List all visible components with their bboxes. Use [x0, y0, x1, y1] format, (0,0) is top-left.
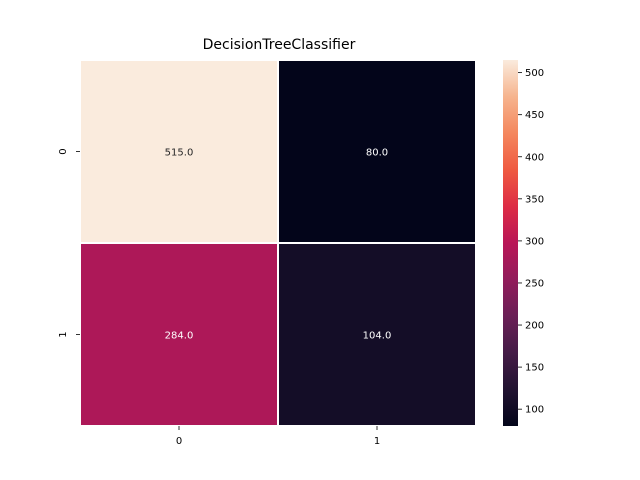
- colorbar: [503, 60, 518, 426]
- heatmap-cell-0-0: [79, 59, 279, 244]
- heatmap-cell-1-1: [277, 242, 477, 427]
- cell-value-label-1-0: 284.0: [165, 331, 194, 342]
- colorbar-tick-label-0: 100: [525, 405, 544, 416]
- y-tick-label-1: 1: [58, 331, 69, 337]
- cell-value-label-1-1: 104.0: [363, 331, 392, 342]
- colorbar-tick-label-1: 150: [525, 363, 544, 374]
- colorbar-tick-label-2: 200: [525, 321, 544, 332]
- heatmap-cell-1-0: [79, 242, 279, 427]
- x-tick-label-0: 0: [176, 436, 182, 447]
- colorbar-tick-label-3: 250: [525, 278, 544, 289]
- colorbar-axis: 100 150 200 250 300 350 400 450 500: [518, 68, 544, 416]
- x-tick-label-1: 1: [374, 436, 380, 447]
- y-tick-label-0: 0: [58, 148, 69, 154]
- heatmap-cell-0-1: [277, 59, 477, 244]
- chart-title: DecisionTreeClassifier: [203, 37, 356, 53]
- cell-value-label-0-0: 515.0: [165, 148, 194, 159]
- colorbar-tick-label-4: 300: [525, 236, 544, 247]
- colorbar-tick-label-8: 500: [525, 68, 544, 79]
- heatmap-cells: 515.0 80.0 284.0 104.0: [79, 59, 477, 427]
- colorbar-tick-label-5: 350: [525, 194, 544, 205]
- colorbar-tick-label-6: 400: [525, 152, 544, 163]
- colorbar-tick-label-7: 450: [525, 110, 544, 121]
- cell-value-label-0-1: 80.0: [366, 148, 388, 159]
- y-axis: 01: [58, 148, 80, 338]
